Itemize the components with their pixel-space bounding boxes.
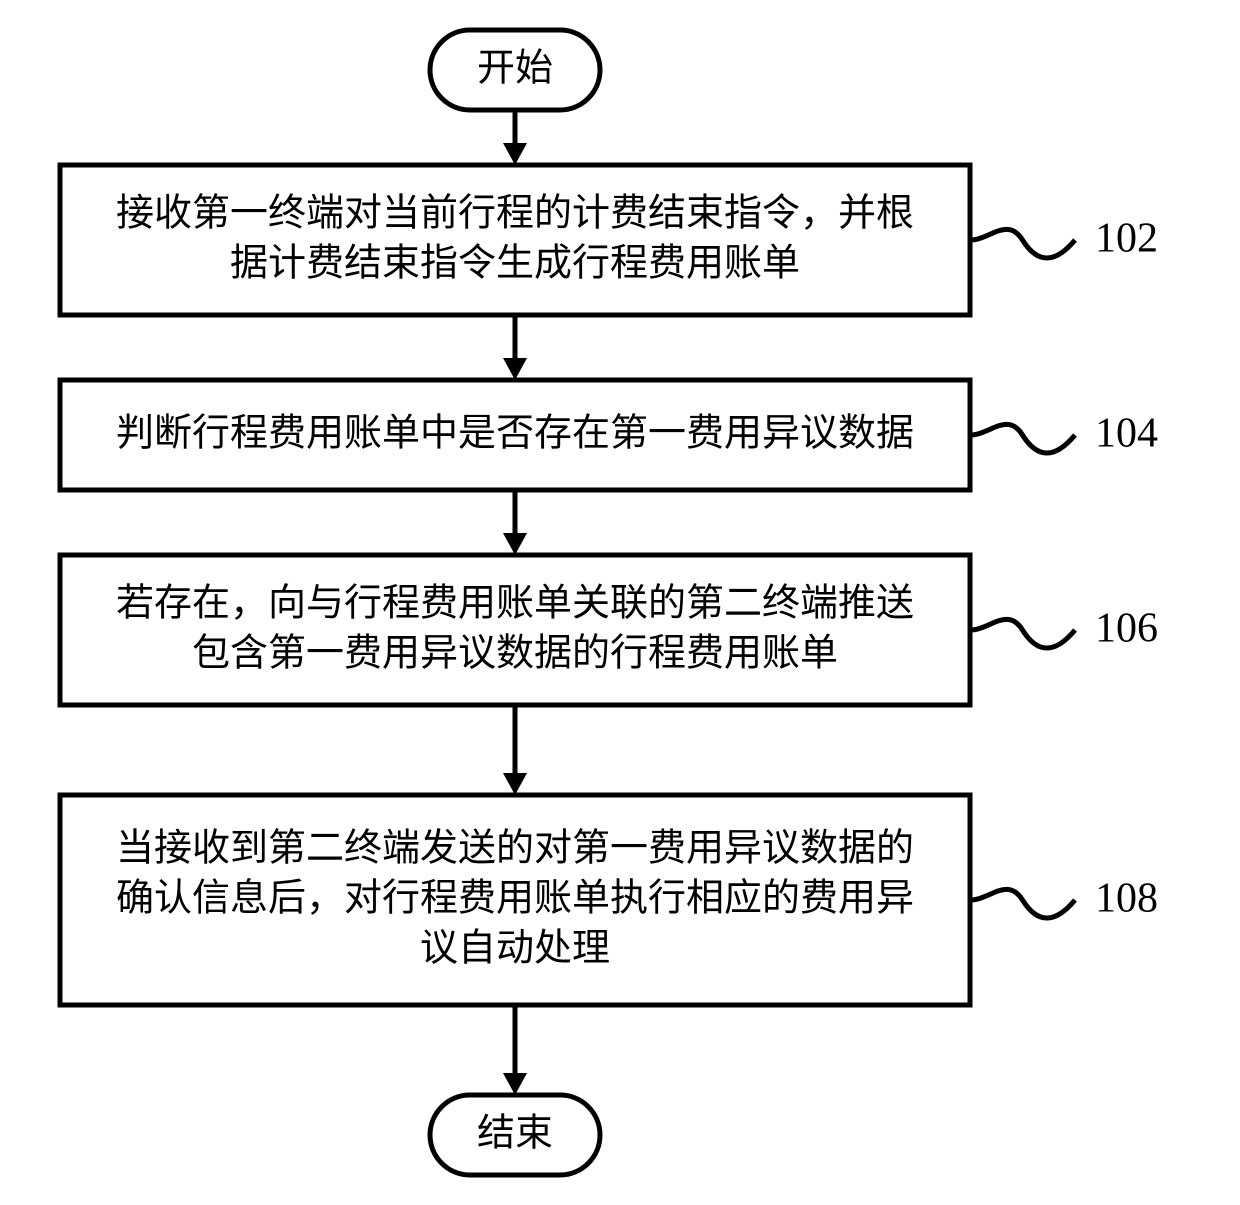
process-box-102-text-line-1: 据计费结束指令生成行程费用账单 (230, 243, 800, 285)
process-box-102-text-line-0: 接收第一终端对当前行程的计费结束指令，并根 (116, 193, 914, 235)
process-box-108-text-line-1: 确认信息后，对行程费用账单执行相应的费用异 (116, 878, 914, 920)
start-terminator-label: 开始 (477, 48, 553, 90)
process-box-108-text-line-2: 议自动处理 (420, 928, 610, 970)
step-label-104: 104 (1095, 411, 1158, 457)
step-label-106: 106 (1095, 606, 1158, 652)
process-box-106 (60, 555, 970, 705)
step-label-102: 102 (1095, 216, 1158, 262)
process-box-102 (60, 165, 970, 315)
process-box-104-text-line-0: 判断行程费用账单中是否存在第一费用异议数据 (116, 413, 914, 455)
process-box-106-text-line-1: 包含第一费用异议数据的行程费用账单 (192, 633, 838, 675)
process-box-106-text-line-0: 若存在，向与行程费用账单关联的第二终端推送 (116, 583, 914, 625)
flowchart-diagram: 开始接收第一终端对当前行程的计费结束指令，并根据计费结束指令生成行程费用账单 10… (0, 0, 1240, 1205)
step-label-108: 108 (1095, 876, 1158, 922)
process-box-108-text-line-0: 当接收到第二终端发送的对第一费用异议数据的 (116, 828, 914, 870)
end-terminator-label: 结束 (477, 1113, 553, 1155)
